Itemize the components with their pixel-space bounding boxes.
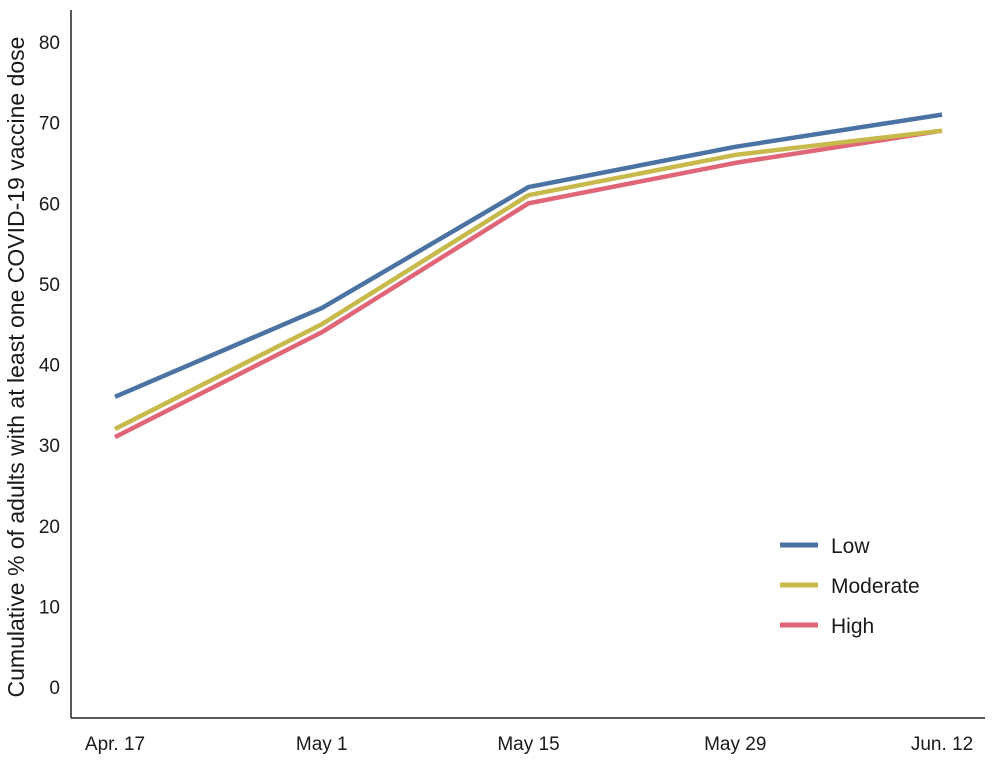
y-axis-title: Cumulative % of adults with at least one… xyxy=(3,37,29,698)
x-tick-label: May 15 xyxy=(497,734,559,755)
legend-label: Moderate xyxy=(831,575,920,598)
x-tick-labels: Apr. 17 May 1 May 15 May 29 Jun. 12 xyxy=(85,734,973,755)
y-tick-label: 50 xyxy=(39,275,60,296)
y-tick-label: 40 xyxy=(39,356,60,377)
y-tick-label: 70 xyxy=(39,114,60,135)
y-tick-label: 30 xyxy=(39,436,60,457)
legend-item-moderate: Moderate xyxy=(780,575,920,598)
y-tick-label: 80 xyxy=(39,33,60,54)
axes xyxy=(70,10,985,719)
y-tick-label: 20 xyxy=(39,517,60,538)
x-tick-label: Apr. 17 xyxy=(85,734,145,755)
series-line-moderate xyxy=(113,128,943,432)
legend-item-high: High xyxy=(780,615,874,638)
series-line-low xyxy=(114,112,943,399)
legend-item-low: Low xyxy=(780,535,870,558)
x-tick-label: May 29 xyxy=(704,734,766,755)
x-tick-label: Jun. 12 xyxy=(911,734,973,755)
y-tick-labels: 0 10 20 30 40 50 60 70 80 xyxy=(39,33,60,699)
y-tick-label: 60 xyxy=(39,194,60,215)
y-tick-label: 10 xyxy=(39,597,60,618)
legend-label: Low xyxy=(831,535,870,558)
y-tick-label: 0 xyxy=(49,678,60,699)
legend-label: High xyxy=(831,615,874,638)
series-line-high xyxy=(113,128,943,440)
x-tick-label: May 1 xyxy=(296,734,348,755)
series-lines xyxy=(113,112,943,440)
legend: Low Moderate High xyxy=(780,535,920,638)
